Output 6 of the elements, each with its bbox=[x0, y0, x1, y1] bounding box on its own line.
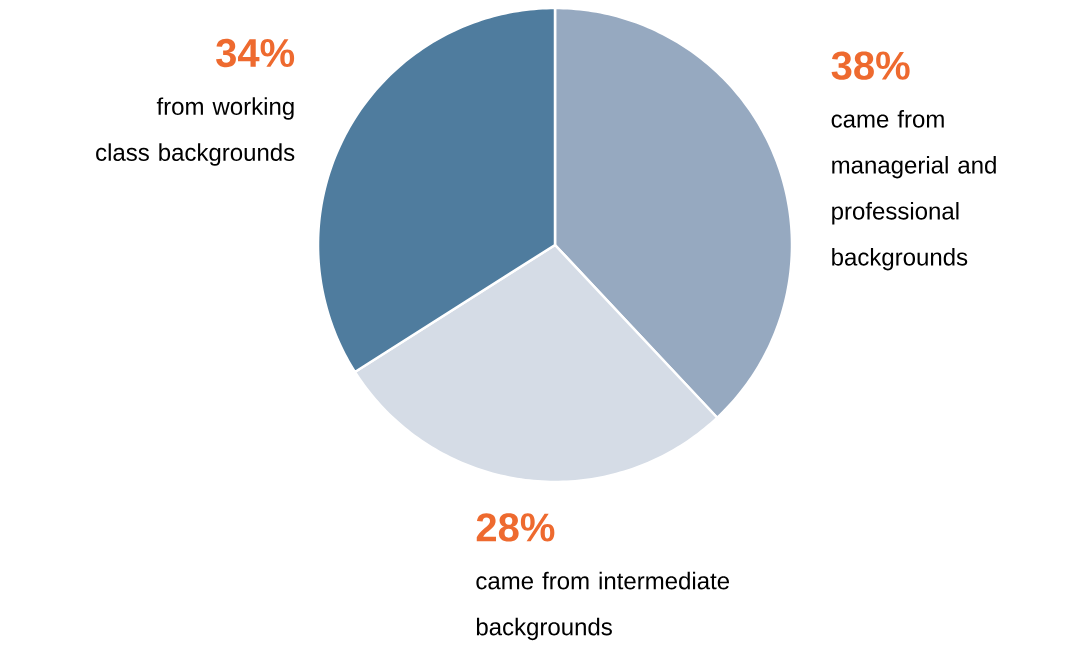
slice-label: came from managerial and professional backgrounds bbox=[831, 110, 996, 271]
slice-label: came from intermediate backgrounds bbox=[476, 571, 730, 641]
data-label: 34% bbox=[216, 38, 295, 68]
data-label: 28% bbox=[476, 513, 555, 542]
slice-label: from working class backgrounds bbox=[96, 97, 295, 166]
data-label: 38% bbox=[831, 51, 910, 80]
